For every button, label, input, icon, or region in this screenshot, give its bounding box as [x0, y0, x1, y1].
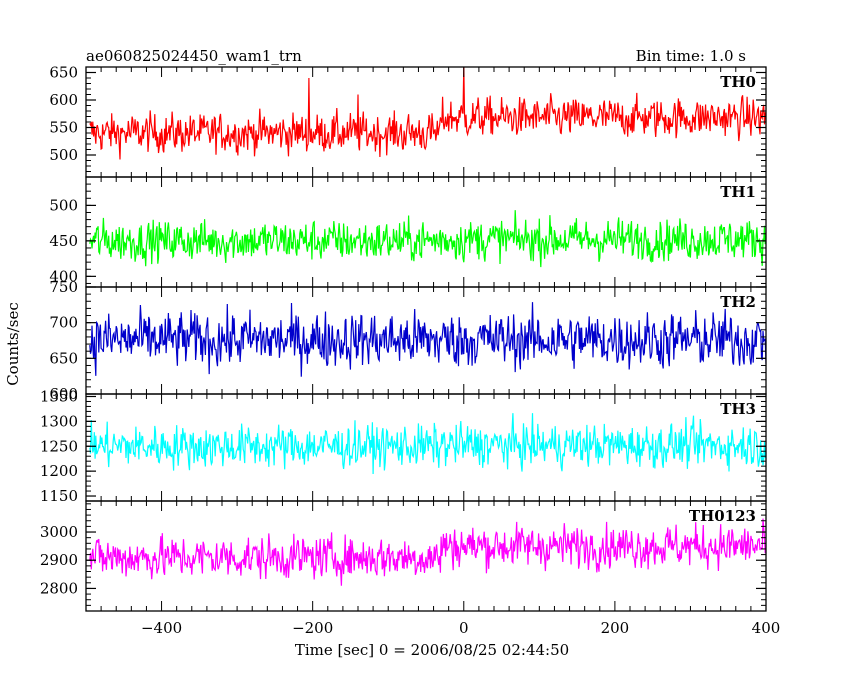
y-axis-label: Counts/sec [4, 302, 22, 386]
panels-group: 500 550 600 650 TH0 400 450 500 TH1 600 650 700 750 T… [40, 64, 767, 612]
series-line-th0 [89, 67, 766, 160]
series-line-th2 [89, 302, 766, 377]
series-label-th2: TH2 [720, 293, 756, 311]
series-label-th0123: TH0123 [689, 507, 756, 525]
panel-th1: 400 450 500 TH1 [49, 176, 767, 288]
y-tick-label: 1300 [40, 412, 78, 430]
series-line-th0123 [89, 518, 766, 586]
series-label-th0: TH0 [720, 73, 756, 91]
panel-frame [85, 500, 767, 612]
panel-th0123: 2800 2900 3000 TH0123 [40, 500, 767, 612]
y-tick-label: 1350 [40, 387, 78, 405]
chart-title: ae060825024450_wam1_trn [86, 47, 302, 65]
y-tick-label: 2900 [40, 551, 78, 569]
y-tick-label: 650 [49, 349, 78, 367]
bin-time-label: Bin time: 1.0 s [636, 47, 746, 65]
panel-th3: 1150 1200 1250 1300 1350 TH3 [40, 387, 767, 505]
y-tick-label: 3000 [40, 523, 78, 541]
y-tick-label: 650 [49, 64, 78, 82]
panel-frame [85, 176, 767, 288]
series-line-th1 [89, 210, 766, 268]
y-tick-label: 1250 [40, 437, 78, 455]
y-tick-label: 500 [49, 146, 78, 164]
x-tick-label: −200 [292, 619, 333, 637]
series-label-th3: TH3 [720, 400, 756, 418]
x-axis: −400 −200 0 200 400 [141, 619, 780, 637]
x-tick-label: 200 [601, 619, 630, 637]
x-tick-label: 0 [459, 619, 469, 637]
series-label-th1: TH1 [720, 183, 756, 201]
y-tick-label: 1200 [40, 462, 78, 480]
y-tick-label: 600 [49, 385, 78, 403]
y-tick-label: 400 [49, 267, 78, 285]
y-tick-label: 700 [49, 314, 78, 332]
y-tick-label: 600 [49, 91, 78, 109]
y-tick-label: 1150 [40, 487, 78, 505]
series-line-th3 [89, 413, 766, 475]
y-tick-label: 550 [49, 119, 78, 137]
y-tick-label: 500 [49, 196, 78, 214]
y-tick-label: 2800 [40, 579, 78, 597]
x-axis-label: Time [sec] 0 = 2006/08/25 02:44:50 [295, 641, 569, 659]
panel-th0: 500 550 600 650 TH0 [49, 64, 767, 178]
x-tick-label: −400 [141, 619, 182, 637]
y-tick-label: 450 [49, 232, 78, 250]
panel-th2: 600 650 700 750 TH2 [49, 278, 767, 403]
x-tick-label: 400 [752, 619, 781, 637]
y-tick-label: 750 [49, 278, 78, 296]
